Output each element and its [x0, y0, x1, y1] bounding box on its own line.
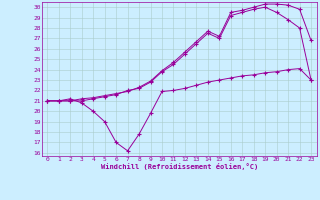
X-axis label: Windchill (Refroidissement éolien,°C): Windchill (Refroidissement éolien,°C) — [100, 163, 258, 170]
